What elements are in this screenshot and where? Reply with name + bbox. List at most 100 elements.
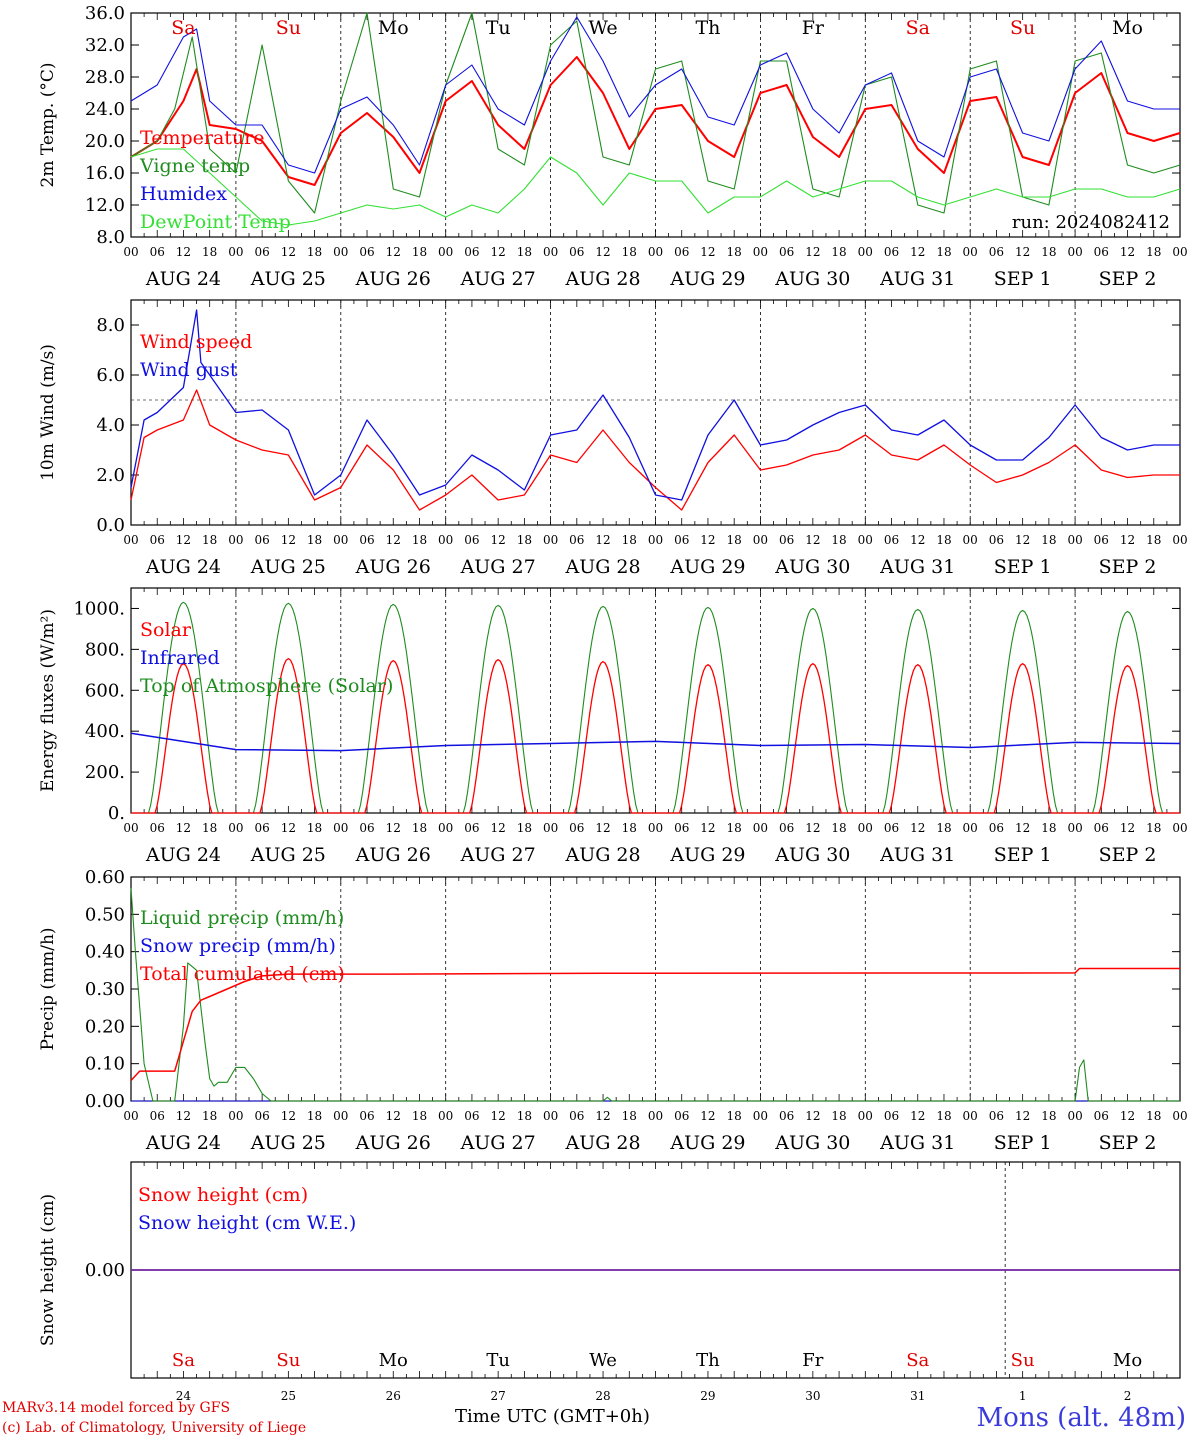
plot-frame — [130, 12, 1181, 238]
hour-tick-label: 18 — [936, 1109, 951, 1123]
hour-tick-label: 06 — [1094, 1109, 1109, 1123]
date-label: AUG 28 — [564, 844, 640, 866]
hour-tick-label: 12 — [281, 821, 296, 835]
hour-tick-label: 00 — [228, 533, 243, 547]
hour-tick-label: 06 — [989, 1109, 1004, 1123]
hour-tick-label: 06 — [1094, 245, 1109, 259]
date-label: AUG 29 — [669, 556, 745, 578]
day-number-label: 27 — [491, 1389, 506, 1403]
hour-tick-label: 00 — [1172, 533, 1187, 547]
hour-tick-label: 18 — [517, 533, 532, 547]
weekday-label: Tu — [486, 1350, 510, 1371]
hour-tick-label: 12 — [176, 821, 191, 835]
hour-tick-label: 18 — [307, 533, 322, 547]
hour-tick-label: 06 — [150, 533, 165, 547]
hour-tick-label: 18 — [1041, 821, 1056, 835]
hour-tick-label: 06 — [359, 1109, 374, 1123]
date-label: AUG 29 — [669, 1132, 745, 1154]
date-label: AUG 30 — [774, 844, 850, 866]
hour-tick-label: 18 — [412, 1109, 427, 1123]
hour-tick-label: 18 — [307, 245, 322, 259]
hour-tick-label: 06 — [464, 1109, 479, 1123]
y-tick-label: 8.0 — [96, 315, 125, 336]
hour-tick-label: 12 — [700, 245, 715, 259]
legend-entry: Total cumulated (cm) — [140, 963, 345, 985]
day-number-label: 26 — [386, 1389, 401, 1403]
hour-tick-label: 12 — [281, 245, 296, 259]
legend-entry: Snow height (cm) — [138, 1184, 308, 1206]
hour-tick-label: 06 — [569, 1109, 584, 1123]
temperature-chart: 36.0 32.0 28.0 24.0 20.0 16.0 12.0 8.0 Temperatu… — [85, 3, 1181, 248]
hour-tick-label: 12 — [386, 1109, 401, 1123]
hour-tick-label: 18 — [1041, 533, 1056, 547]
hour-tick-label: 06 — [254, 821, 269, 835]
series-total-cumulated-cm- — [130, 967, 1180, 1082]
hour-tick-label: 18 — [202, 821, 217, 835]
hour-tick-label: 18 — [936, 821, 951, 835]
date-label: AUG 25 — [250, 844, 326, 866]
panel-2: 10m Wind (m/s) 00 06 12 18 00 06 12 18 00 06 12 18 00… — [38, 299, 1188, 578]
hour-tick-label: 18 — [1041, 1109, 1056, 1123]
hour-tick-label: 12 — [281, 533, 296, 547]
series-humidex — [130, 16, 1180, 174]
hour-tick-label: 18 — [1146, 821, 1161, 835]
hour-tick-label: 00 — [438, 1109, 453, 1123]
weekday-label: Mo — [1112, 17, 1143, 39]
y-tick-label: 36.0 — [85, 3, 125, 24]
hour-tick-label: 12 — [595, 821, 610, 835]
weekday-label: Sa — [906, 17, 930, 39]
hour-tick-label: 00 — [228, 1109, 243, 1123]
hour-tick-label: 18 — [622, 1109, 637, 1123]
panel-3: Energy fluxes (W/m²) 00 06 12 18 00 06 12 18 00 06… — [38, 587, 1188, 866]
hour-tick-label: 18 — [517, 821, 532, 835]
hour-tick-label: 06 — [884, 533, 899, 547]
date-label: AUG 28 — [564, 268, 640, 290]
y-tick-label: 0.60 — [85, 867, 125, 888]
y-tick-label: 1000. — [73, 598, 125, 619]
y-tick-label: 0. — [108, 803, 125, 824]
y-tick-label: 800. — [85, 639, 125, 660]
hour-tick-label: 00 — [858, 1109, 873, 1123]
hour-tick-label: 18 — [727, 533, 742, 547]
hour-tick-label: 12 — [1120, 1109, 1135, 1123]
hour-tick-label: 18 — [412, 533, 427, 547]
day-number-label: 24 — [176, 1389, 192, 1403]
legend-entry: Temperature — [140, 127, 264, 149]
hour-tick-label: 06 — [1094, 533, 1109, 547]
legend-entry: Vigne temp — [139, 155, 250, 177]
hour-tick-label: 18 — [936, 533, 951, 547]
hour-tick-label: 18 — [517, 245, 532, 259]
hour-tick-label: 18 — [307, 821, 322, 835]
hour-tick-label: 00 — [438, 533, 453, 547]
date-label: AUG 31 — [879, 268, 955, 290]
date-label: SEP 1 — [994, 556, 1052, 578]
hour-tick-label: 12 — [491, 821, 506, 835]
date-label: AUG 30 — [774, 268, 850, 290]
hour-tick-label: 00 — [963, 245, 978, 259]
date-label: AUG 26 — [355, 844, 431, 866]
hour-tick-label: 00 — [1067, 533, 1082, 547]
snow-chart: 0.00 Snow height (cm) Snow height (cm W.E.… — [85, 1184, 1180, 1403]
y-tick-label: 6.0 — [96, 365, 125, 386]
hour-tick-label: 12 — [281, 1109, 296, 1123]
legend-entry: Snow precip (mm/h) — [140, 935, 336, 957]
y-tick-label: 0.30 — [85, 979, 125, 1000]
date-label: AUG 31 — [879, 556, 955, 578]
date-label: AUG 28 — [564, 556, 640, 578]
hour-tick-label: 06 — [150, 245, 165, 259]
y-tick-label: 0.20 — [85, 1016, 125, 1037]
weekday-label: Fr — [802, 1350, 823, 1371]
y-axis-label: 2m Temp. (°C) — [38, 62, 58, 187]
hour-tick-label: 06 — [569, 533, 584, 547]
y-axis-label: Precip (mm/h) — [38, 927, 58, 1050]
hour-tick-label: 00 — [333, 533, 348, 547]
date-label: AUG 27 — [460, 556, 536, 578]
hour-tick-label: 18 — [622, 245, 637, 259]
weekday-label: Fr — [802, 17, 825, 39]
hour-tick-label: 00 — [1172, 1109, 1187, 1123]
hour-tick-label: 00 — [333, 1109, 348, 1123]
hour-tick-label: 12 — [1015, 245, 1030, 259]
hour-tick-label: 00 — [858, 245, 873, 259]
hour-tick-label: 00 — [1067, 245, 1082, 259]
hour-tick-label: 06 — [674, 245, 689, 259]
